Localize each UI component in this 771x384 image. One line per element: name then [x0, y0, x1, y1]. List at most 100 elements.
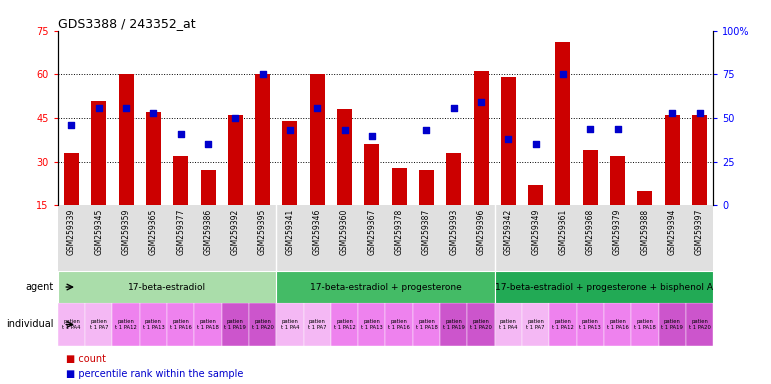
- Bar: [359, 303, 386, 346]
- Text: patien
t 1 PA12: patien t 1 PA12: [552, 319, 574, 330]
- Bar: [638, 191, 652, 205]
- Point: [93, 104, 105, 111]
- Text: GSM259386: GSM259386: [204, 209, 213, 255]
- Text: patien
t 1 PA16: patien t 1 PA16: [389, 319, 410, 330]
- Bar: [392, 167, 406, 205]
- Text: GSM259393: GSM259393: [449, 209, 458, 255]
- Bar: [495, 303, 522, 346]
- Text: patien
t 1 PA4: patien t 1 PA4: [499, 319, 517, 330]
- Point: [420, 127, 433, 133]
- Bar: [386, 303, 412, 346]
- Point: [693, 110, 705, 116]
- Text: patien
t 1 PA16: patien t 1 PA16: [607, 319, 628, 330]
- Text: GSM259367: GSM259367: [367, 209, 376, 255]
- Point: [611, 126, 624, 132]
- Point: [530, 141, 542, 147]
- Bar: [194, 303, 222, 346]
- Bar: [658, 303, 686, 346]
- Bar: [282, 121, 298, 205]
- Bar: [549, 303, 577, 346]
- Bar: [146, 112, 161, 205]
- Text: patien
t 1 PA18: patien t 1 PA18: [416, 319, 437, 330]
- Text: patien
t 1 PA20: patien t 1 PA20: [470, 319, 492, 330]
- Bar: [331, 303, 359, 346]
- Text: GSM259394: GSM259394: [668, 209, 677, 255]
- Text: agent: agent: [25, 282, 54, 292]
- Text: GSM259339: GSM259339: [67, 209, 76, 255]
- Text: GSM259359: GSM259359: [122, 209, 130, 255]
- Point: [229, 115, 241, 121]
- Bar: [610, 156, 625, 205]
- Bar: [577, 303, 604, 346]
- Text: GSM259377: GSM259377: [177, 209, 185, 255]
- Bar: [501, 77, 516, 205]
- Point: [557, 71, 569, 78]
- Bar: [200, 170, 216, 205]
- Bar: [522, 303, 549, 346]
- Text: patien
t 1 PA20: patien t 1 PA20: [689, 319, 710, 330]
- Text: GSM259345: GSM259345: [94, 209, 103, 255]
- Text: patien
t 1 PA13: patien t 1 PA13: [361, 319, 382, 330]
- Bar: [276, 303, 304, 346]
- Bar: [113, 303, 140, 346]
- Bar: [173, 156, 188, 205]
- Text: GSM259349: GSM259349: [531, 209, 540, 255]
- Bar: [58, 303, 85, 346]
- Bar: [419, 170, 434, 205]
- Text: GSM259341: GSM259341: [285, 209, 295, 255]
- Bar: [167, 303, 194, 346]
- Point: [202, 141, 214, 147]
- Bar: [365, 144, 379, 205]
- Point: [338, 127, 351, 133]
- Bar: [440, 303, 467, 346]
- Bar: [495, 271, 713, 303]
- Text: GSM259395: GSM259395: [258, 209, 267, 255]
- Bar: [85, 303, 113, 346]
- Point: [66, 122, 78, 128]
- Bar: [604, 303, 631, 346]
- Text: GDS3388 / 243352_at: GDS3388 / 243352_at: [58, 17, 196, 30]
- Point: [448, 104, 460, 111]
- Text: 17-beta-estradiol: 17-beta-estradiol: [128, 283, 206, 291]
- Bar: [64, 153, 79, 205]
- Text: patien
t 1 PA13: patien t 1 PA13: [143, 319, 164, 330]
- Bar: [686, 303, 713, 346]
- Text: GSM259368: GSM259368: [586, 209, 594, 255]
- Point: [311, 104, 323, 111]
- Text: GSM259365: GSM259365: [149, 209, 158, 255]
- Bar: [473, 71, 489, 205]
- Bar: [446, 153, 461, 205]
- Point: [666, 110, 678, 116]
- Text: patien
t 1 PA4: patien t 1 PA4: [62, 319, 81, 330]
- Point: [257, 71, 269, 78]
- Text: patien
t 1 PA19: patien t 1 PA19: [443, 319, 465, 330]
- Text: patien
t 1 PA18: patien t 1 PA18: [197, 319, 219, 330]
- Point: [120, 104, 133, 111]
- Point: [365, 132, 378, 139]
- Text: ■ count: ■ count: [66, 354, 106, 364]
- Text: patien
t 1 PA16: patien t 1 PA16: [170, 319, 192, 330]
- Text: patien
t 1 PA7: patien t 1 PA7: [527, 319, 545, 330]
- Bar: [310, 74, 325, 205]
- Point: [147, 110, 160, 116]
- Text: GSM259392: GSM259392: [231, 209, 240, 255]
- Text: patien
t 1 PA12: patien t 1 PA12: [334, 319, 355, 330]
- Point: [475, 99, 487, 106]
- Point: [502, 136, 514, 142]
- Point: [174, 131, 187, 137]
- Text: patien
t 1 PA7: patien t 1 PA7: [89, 319, 108, 330]
- Bar: [227, 115, 243, 205]
- Text: GSM259361: GSM259361: [558, 209, 567, 255]
- Text: 17-beta-estradiol + progesterone: 17-beta-estradiol + progesterone: [310, 283, 461, 291]
- Text: 17-beta-estradiol + progesterone + bisphenol A: 17-beta-estradiol + progesterone + bisph…: [495, 283, 713, 291]
- Bar: [528, 185, 544, 205]
- Text: patien
t 1 PA18: patien t 1 PA18: [634, 319, 656, 330]
- Bar: [467, 303, 495, 346]
- Text: patien
t 1 PA4: patien t 1 PA4: [281, 319, 299, 330]
- Text: GSM259378: GSM259378: [395, 209, 404, 255]
- Text: GSM259379: GSM259379: [613, 209, 622, 255]
- Bar: [276, 271, 495, 303]
- Text: GSM259388: GSM259388: [641, 209, 649, 255]
- Text: patien
t 1 PA7: patien t 1 PA7: [308, 319, 326, 330]
- Text: patien
t 1 PA19: patien t 1 PA19: [662, 319, 683, 330]
